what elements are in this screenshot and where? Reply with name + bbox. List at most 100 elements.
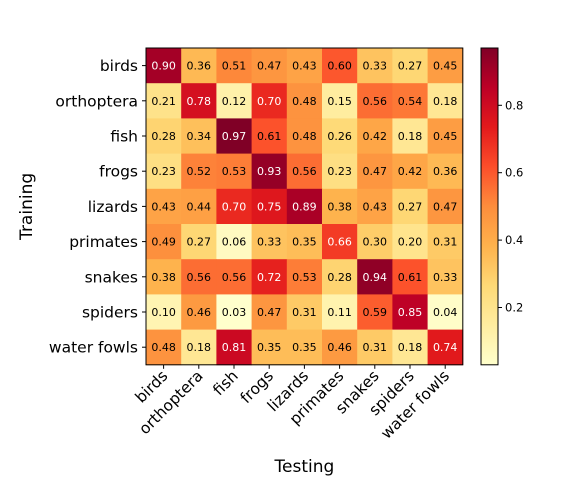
heatmap-cell [251,48,288,84]
heatmap-cell [357,118,393,154]
cell-value-label: 0.35 [292,341,317,354]
cell-value-label: 0.89 [292,200,317,213]
cell-value-label: 0.31 [363,341,388,354]
cell-value-label: 0.21 [151,95,176,108]
cell-value-label: 0.53 [292,271,317,284]
heatmap-cell [322,48,358,84]
heatmap-cell [357,294,393,330]
cell-value-label: 0.60 [327,60,352,73]
y-tick-label: birds [100,57,138,75]
heatmap-cell [181,259,217,295]
heatmap-cell [251,294,288,330]
cell-value-label: 0.59 [363,306,388,319]
heatmap-cell [392,153,428,190]
cell-value-label: 0.48 [292,95,317,108]
cell-value-label: 0.85 [398,306,423,319]
cell-value-label: 0.61 [398,271,423,284]
cell-value-label: 0.11 [327,306,352,319]
heatmap-cell [216,48,252,84]
heatmap-cell [146,153,182,190]
heatmap-cell [181,153,217,190]
heatmap-cell [146,294,182,330]
cell-value-label: 0.18 [398,341,423,354]
heatmap-cell [427,48,464,84]
heatmap-cell [146,83,182,119]
cell-value-label: 0.70 [222,200,247,213]
cell-value-label: 0.10 [151,306,176,319]
heatmap-cell [357,224,393,260]
cell-value-label: 0.48 [151,341,176,354]
cell-value-label: 0.61 [257,130,282,143]
cell-value-label: 0.20 [398,236,423,249]
heatmap-cell [286,153,323,190]
cell-value-label: 0.45 [433,130,458,143]
colorbar-tick-label: 0.6 [505,166,523,180]
heatmap-cell [322,188,358,225]
heatmap-cell [216,83,252,119]
heatmap-cell [286,224,323,260]
heatmap-cell [357,188,393,225]
cell-value-label: 0.31 [292,306,317,319]
heatmap-cell [251,224,288,260]
heatmap-cell [427,118,464,154]
heatmap-cell [286,294,323,330]
cell-value-label: 0.74 [433,341,458,354]
cell-value-label: 0.33 [433,271,458,284]
cell-value-label: 0.97 [222,130,247,143]
colorbar [480,47,499,366]
cell-value-label: 0.43 [363,200,388,213]
heatmap-cell [427,294,464,330]
heatmap-cell [146,188,182,225]
heatmap-cell [286,259,323,295]
cell-value-label: 0.53 [222,165,247,178]
heatmap-cell [181,294,217,330]
cell-value-label: 0.46 [327,341,352,354]
heatmap-cell [392,329,428,366]
cell-value-label: 0.04 [433,306,458,319]
cell-value-label: 0.48 [292,130,317,143]
cell-value-label: 0.38 [327,200,352,213]
heatmap-cell [216,188,252,225]
cell-value-label: 0.34 [187,130,212,143]
heatmap-cell [427,188,464,225]
heatmap-cell [427,153,464,190]
colorbar-ticks: 0.2 0.4 0.6 0.8 [498,98,523,315]
cell-value-label: 0.18 [187,341,212,354]
heatmap-cell [322,118,358,154]
cell-value-label: 0.38 [151,271,176,284]
cell-value-label: 0.52 [187,165,212,178]
heatmap-cell [251,188,288,225]
heatmap-cell [286,83,323,119]
cell-value-label: 0.23 [327,165,352,178]
cell-value-label: 0.47 [257,60,282,73]
cell-value-label: 0.43 [151,200,176,213]
colorbar-tick-label: 0.8 [505,98,523,112]
heatmap-cell [357,259,393,295]
y-tick-label: water fowls [49,339,138,357]
y-axis-title: Training [17,173,37,241]
y-tick-label: spiders [82,304,138,322]
cell-value-label: 0.44 [187,200,212,213]
heatmap-cell [181,329,217,366]
cell-value-label: 0.56 [187,271,212,284]
cell-value-label: 0.30 [363,236,388,249]
heatmap-cell [427,329,464,366]
heatmap-cell [392,259,428,295]
cell-value-label: 0.03 [222,306,247,319]
heatmap-cell [146,48,182,84]
heatmap-cell [322,329,358,366]
cell-value-label: 0.15 [327,95,352,108]
heatmap-cell [146,224,182,260]
cell-value-label: 0.26 [327,130,352,143]
heatmap-cell [146,259,182,295]
heatmap-cell [427,259,464,295]
heatmap-cell [392,48,428,84]
cell-value-label: 0.18 [433,95,458,108]
y-tick-label: frogs [99,163,138,181]
heatmap-cell [392,224,428,260]
y-axis-ticks: birds orthoptera fish frogs lizards primates s… [49,57,146,357]
cell-value-label: 0.72 [257,271,282,284]
cell-value-label: 0.28 [327,271,352,284]
cell-value-label: 0.31 [433,236,458,249]
